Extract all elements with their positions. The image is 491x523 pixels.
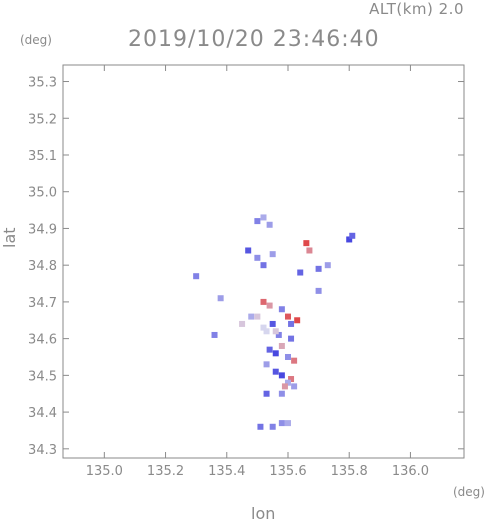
data-point: [284, 353, 291, 360]
data-point: [260, 214, 267, 221]
data-point: [278, 420, 285, 427]
y-axis-unit: (deg): [20, 33, 52, 47]
data-point: [294, 317, 301, 324]
data-point: [272, 350, 279, 357]
data-point: [260, 298, 267, 305]
data-point: [275, 331, 282, 338]
data-point: [278, 306, 285, 313]
y-tick-label: 35.0: [28, 186, 57, 201]
x-tick-label: 136.0: [392, 464, 429, 479]
y-axis-ticks: 34.3 34.4 34.5 34.6 34.7 34.8 34.9 35.0 35.1 35.2…: [28, 76, 464, 458]
data-point: [254, 313, 261, 320]
data-point: [269, 320, 276, 327]
x-tick-label: 135.6: [269, 464, 306, 479]
data-point: [193, 273, 200, 280]
data-point: [288, 335, 295, 342]
data-point: [260, 324, 267, 331]
data-point: [272, 328, 279, 335]
data-point: [248, 313, 255, 320]
data-point: [211, 331, 218, 338]
data-point: [315, 287, 322, 294]
data-point: [278, 390, 285, 397]
data-point: [291, 383, 298, 390]
x-axis-unit: (deg): [453, 485, 485, 499]
x-tick-label: 135.8: [331, 464, 368, 479]
timestamp-title: 2019/10/20 23:46:40: [128, 27, 380, 52]
data-point: [346, 236, 353, 243]
data-point: [254, 218, 261, 225]
y-tick-label: 35.1: [28, 149, 57, 164]
y-tick-label: 34.3: [28, 443, 57, 458]
data-point: [297, 269, 304, 276]
data-point: [269, 423, 276, 430]
y-tick-label: 34.5: [28, 369, 57, 384]
data-point: [278, 372, 285, 379]
data-point: [281, 383, 288, 390]
data-point: [263, 328, 270, 335]
y-tick-label: 34.6: [28, 333, 57, 348]
data-point: [278, 342, 285, 349]
data-point: [269, 251, 276, 258]
data-point: [266, 302, 273, 309]
x-tick-label: 135.4: [208, 464, 245, 479]
data-point: [263, 361, 270, 368]
x-tick-label: 135.2: [147, 464, 184, 479]
data-point: [245, 247, 252, 254]
data-point: [239, 320, 246, 327]
data-point: [288, 376, 295, 383]
x-axis-label: lon: [251, 504, 276, 523]
data-point: [254, 254, 261, 261]
y-tick-label: 34.7: [28, 296, 57, 311]
data-point: [306, 247, 313, 254]
y-tick-label: 34.9: [28, 222, 57, 237]
data-marks: [193, 214, 356, 430]
data-point: [288, 320, 295, 327]
data-point: [303, 240, 310, 247]
data-point: [266, 221, 273, 228]
data-point: [284, 420, 291, 427]
data-point: [315, 265, 322, 272]
data-point: [263, 390, 270, 397]
data-point: [284, 379, 291, 386]
data-point: [284, 313, 291, 320]
data-point: [272, 368, 279, 375]
y-tick-label: 34.4: [28, 406, 57, 421]
data-point: [349, 232, 356, 239]
altitude-label: ALT(km) 2.0: [369, 0, 464, 18]
data-point: [324, 262, 331, 269]
y-tick-label: 34.8: [28, 259, 57, 274]
data-point: [266, 346, 273, 353]
data-point: [291, 357, 298, 364]
data-point: [260, 262, 267, 269]
x-tick-label: 135.0: [86, 464, 123, 479]
plot-frame: [62, 64, 465, 459]
data-point: [217, 295, 224, 302]
x-axis-ticks: 135.0 135.2 135.4 135.6 135.8 136.0: [86, 65, 429, 479]
data-point: [257, 423, 264, 430]
y-tick-label: 35.2: [28, 112, 57, 127]
y-tick-label: 35.3: [28, 76, 57, 91]
